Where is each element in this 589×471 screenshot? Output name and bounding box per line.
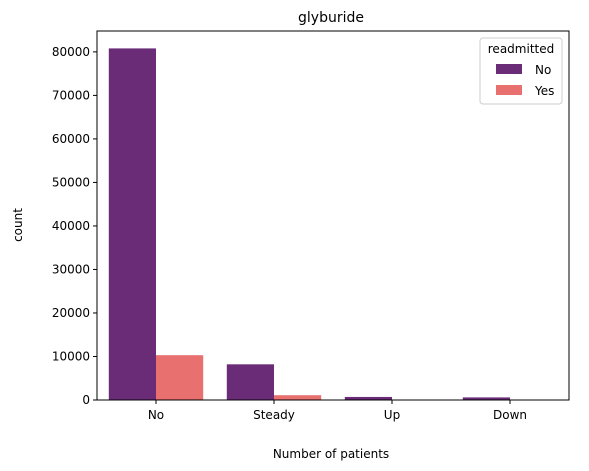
bar-no-yes bbox=[156, 355, 204, 400]
bar-steady-yes bbox=[274, 395, 322, 400]
y-axis-label: count bbox=[11, 208, 25, 242]
bar-no-no bbox=[108, 48, 156, 400]
x-tick-label: Steady bbox=[253, 408, 295, 422]
y-tick-label: 80000 bbox=[52, 45, 90, 59]
legend-label-no: No bbox=[535, 63, 551, 77]
legend-label-yes: Yes bbox=[534, 84, 554, 98]
bar-down-no bbox=[462, 397, 510, 400]
y-tick-label: 60000 bbox=[52, 132, 90, 146]
x-axis-label: Number of patients bbox=[273, 447, 389, 461]
plot-frame bbox=[96, 30, 570, 401]
legend-swatch-no bbox=[496, 64, 522, 74]
y-tick-label: 10000 bbox=[52, 349, 90, 363]
legend-title: readmitted bbox=[488, 42, 554, 56]
x-tick-label: Down bbox=[493, 408, 527, 422]
y-tick-label: 0 bbox=[82, 393, 90, 407]
y-tick-label: 70000 bbox=[52, 88, 90, 102]
bars-group bbox=[108, 48, 558, 400]
legend: readmitted No Yes bbox=[479, 37, 563, 105]
x-tick-label: No bbox=[148, 408, 164, 422]
y-tick-label: 20000 bbox=[52, 306, 90, 320]
y-axis: 0 10000 20000 30000 40000 50000 60000 70000 8000… bbox=[52, 45, 97, 407]
y-tick-label: 30000 bbox=[52, 262, 90, 276]
x-tick-label: Up bbox=[384, 408, 400, 422]
y-tick-label: 40000 bbox=[52, 219, 90, 233]
legend-swatch-yes bbox=[496, 85, 522, 95]
bar-steady-no bbox=[226, 364, 274, 400]
y-tick-label: 50000 bbox=[52, 175, 90, 189]
bar-up-no bbox=[344, 396, 392, 400]
x-axis: No Steady Up Down bbox=[148, 400, 527, 422]
chart-title: glyburide bbox=[298, 10, 364, 26]
